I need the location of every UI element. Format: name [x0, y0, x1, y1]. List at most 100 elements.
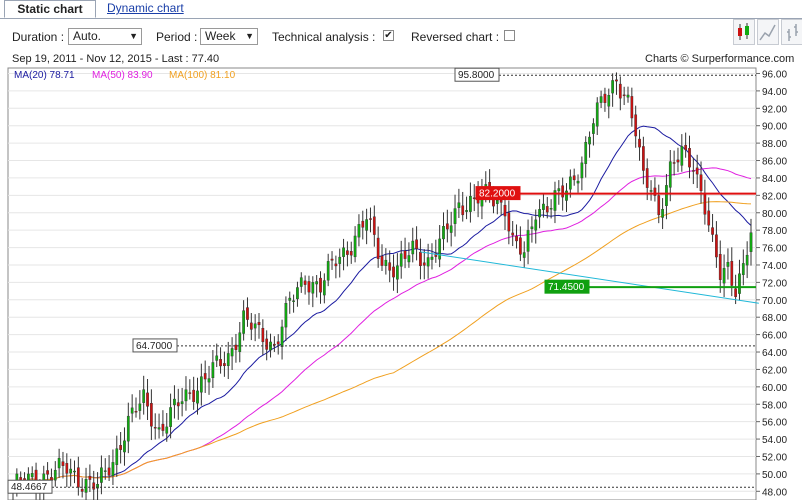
candle-body	[92, 482, 96, 490]
y-tick-label: 52.00	[762, 452, 787, 463]
level-label: 48.4667	[11, 482, 48, 493]
candle-body	[176, 402, 180, 407]
chevron-down-icon: ▼	[129, 31, 138, 41]
candle-body	[584, 141, 588, 164]
candle-body	[722, 268, 726, 284]
y-tick-label: 72.00	[762, 278, 787, 289]
y-tick-label: 90.00	[762, 122, 787, 133]
duration-select[interactable]: Auto. ▼	[68, 28, 142, 45]
candle-body	[653, 187, 657, 196]
candle-body	[734, 288, 737, 298]
period-select[interactable]: Week ▼	[200, 28, 258, 45]
candle-body	[261, 327, 265, 343]
candle-body	[426, 257, 430, 267]
candle-body	[615, 79, 618, 82]
candle-body	[372, 216, 376, 235]
candle-body	[226, 353, 230, 366]
candle-body	[634, 114, 638, 137]
y-tick-label: 92.00	[762, 104, 787, 115]
candle-body	[657, 195, 661, 216]
candle-body	[153, 427, 157, 429]
candle-body	[353, 235, 357, 258]
ma-legend-entry: MA(100) 81.10	[169, 70, 236, 81]
y-tick-label: 48.00	[762, 487, 787, 498]
technical-analysis-checkbox[interactable]: ✔	[383, 30, 394, 41]
line-chart-button[interactable]	[757, 19, 779, 45]
candle-body	[580, 162, 584, 179]
candle-body	[192, 389, 196, 402]
candle-body	[553, 190, 557, 211]
bar-chart-icon	[787, 24, 798, 41]
level-label: 64.7000	[136, 341, 173, 352]
candle-body	[434, 253, 438, 257]
y-tick-label: 56.00	[762, 418, 787, 429]
candle-body	[565, 190, 568, 201]
candle-body	[196, 390, 199, 404]
candle-body	[684, 144, 688, 151]
candle-body	[599, 96, 603, 103]
candle-body	[107, 467, 111, 476]
chart-toolbar: Duration : Auto. ▼ Period : Week ▼ Techn…	[0, 27, 802, 49]
y-tick-label: 94.00	[762, 87, 787, 98]
candle-body	[461, 205, 465, 216]
y-tick-label: 78.00	[762, 226, 787, 237]
candle-body	[165, 426, 169, 434]
candle-body	[688, 148, 691, 168]
levels: 95.8000 82.2000 71.4500 64.7000 48.4667	[7, 67, 759, 494]
period-label: Period :	[156, 30, 198, 44]
technical-analysis-label: Technical analysis :	[272, 30, 376, 44]
candle-body	[715, 234, 718, 258]
candle-body	[707, 210, 711, 226]
candle-body	[726, 262, 730, 267]
candle-body	[103, 470, 107, 472]
candle-body	[718, 254, 722, 280]
candle-body	[588, 136, 591, 145]
ma100-line	[12, 201, 752, 487]
tab-static-chart[interactable]: Static chart	[4, 0, 96, 18]
y-tick-label: 62.00	[762, 365, 787, 376]
y-tick-label: 76.00	[762, 244, 787, 255]
candle-body	[326, 261, 330, 281]
reversed-chart-checkbox[interactable]	[504, 30, 515, 41]
candle-body	[265, 338, 269, 350]
candle-body	[161, 423, 165, 431]
candle-body	[542, 203, 545, 210]
candle-body	[649, 190, 653, 192]
candle-body	[618, 83, 622, 99]
candle-body	[61, 461, 65, 466]
candle-body	[519, 237, 522, 255]
candle-body	[342, 247, 345, 257]
candle-body	[499, 199, 503, 203]
candle-body	[173, 398, 176, 406]
candle-body	[46, 470, 49, 475]
candle-body	[273, 343, 276, 346]
candle-body	[645, 168, 649, 188]
candlestick-button[interactable]	[733, 19, 755, 45]
candle-body	[96, 484, 99, 489]
y-tick-label: 70.00	[762, 296, 787, 307]
level-label: 82.2000	[479, 189, 516, 200]
candle-body	[284, 303, 288, 328]
bar-chart-button[interactable]	[781, 19, 802, 45]
candle-body	[211, 362, 215, 379]
chart-info-bar: Sep 19, 2011 - Nov 12, 2015 - Last : 77.…	[0, 53, 802, 67]
candle-body	[188, 392, 192, 394]
candle-body	[741, 263, 745, 275]
candle-body	[538, 209, 541, 218]
candle-body	[399, 253, 403, 267]
level-label-box	[475, 186, 521, 201]
tab-dynamic-chart[interactable]: Dynamic chart	[107, 1, 184, 15]
candle-body	[119, 445, 122, 450]
candle-body	[100, 467, 103, 483]
candle-body	[307, 281, 311, 293]
chevron-down-icon: ▼	[245, 31, 254, 41]
candle-body	[730, 260, 734, 286]
candle-body	[738, 273, 741, 294]
candle-body	[319, 277, 322, 293]
candle-body	[322, 280, 326, 296]
candle-body	[349, 251, 353, 256]
chart-range-text: Sep 19, 2011 - Nov 12, 2015 - Last : 77.…	[12, 53, 220, 65]
candle-body	[745, 254, 749, 266]
candle-body	[57, 457, 61, 469]
y-tick-label: 68.00	[762, 313, 787, 324]
